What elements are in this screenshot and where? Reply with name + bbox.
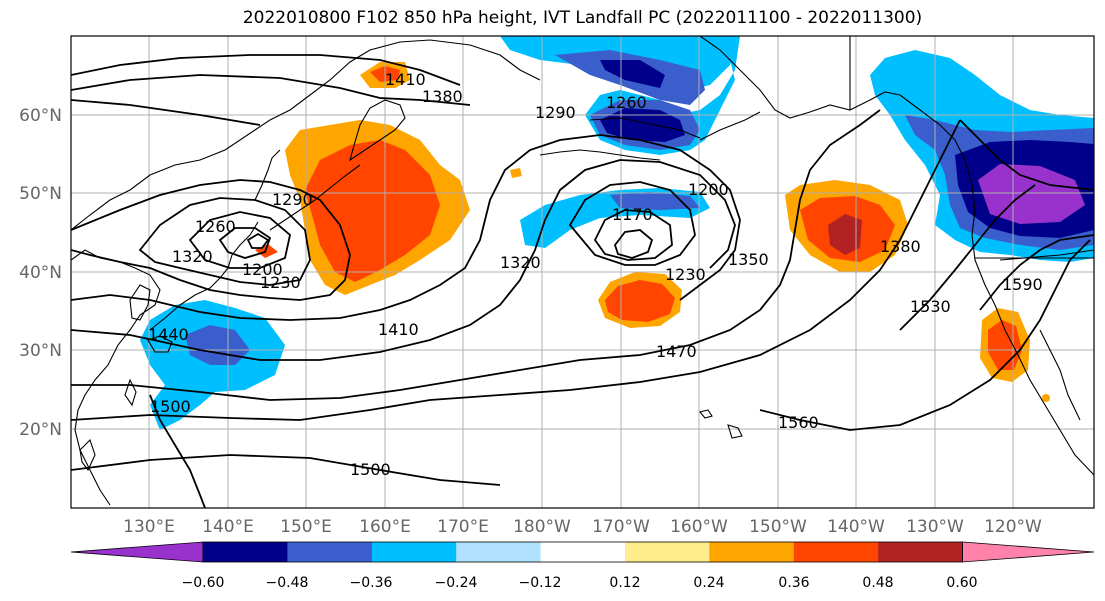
contour-label: 1530 [910,297,951,316]
colorbar-tick-label: 0.60 [946,575,977,591]
lon-tick-label: 180°W [513,517,571,537]
colorbar-segment [793,542,879,562]
lon-tick-label: 140°E [202,517,254,537]
colorbar-extension-low [70,541,204,563]
contour-label: 1470 [656,342,697,361]
contour-label: 1170 [612,205,653,224]
colorbar-segment [203,542,288,562]
colorbar-tick-label: −0.48 [266,575,309,591]
contour-label: 1380 [422,87,463,106]
lon-tick-label: 120°W [984,517,1042,537]
lat-tick-label: 30°N [19,341,62,361]
lon-tick-label: 140°W [827,517,885,537]
colorbar-tick-labels: −0.60 −0.48 −0.36 −0.24 −0.12 0.12 0.24 … [182,575,978,591]
colorbar-tick-label: 0.36 [778,575,809,591]
lon-tick-label: 160°E [359,517,411,537]
lat-tick-label: 50°N [19,184,62,204]
colorbar-tick-label: −0.12 [519,575,562,591]
contour-label: 1230 [260,273,301,292]
contour-label: 1410 [378,320,419,339]
contour-label: 1500 [150,397,191,416]
lon-tick-label: 160°W [670,517,728,537]
colorbar-segment [456,542,542,562]
lat-tick-label: 20°N [19,420,62,440]
colorbar-tick-label: 0.24 [693,575,724,591]
colorbar-tick-label: 0.12 [609,575,640,591]
contour-label: 1350 [728,250,769,269]
colorbar-tick-label: −0.60 [182,575,225,591]
height-contours [71,54,1094,508]
contour-label: 1410 [385,70,426,89]
contour-labels: 1410 1380 1290 1260 1290 1260 1200 1230 … [148,70,1043,479]
contour-label: 1500 [350,460,391,479]
lon-tick-label: 150°E [280,517,332,537]
colorbar-segment [540,542,626,562]
colorbar-extension-high [962,541,1095,563]
lon-tick-label: 150°W [749,517,807,537]
coastlines [71,36,1094,506]
colorbar-tick-label: −0.36 [350,575,393,591]
contour-label: 1260 [195,217,236,236]
contour-label: 1200 [688,180,729,199]
lon-tick-labels: 130°E 140°E 150°E 160°E 170°E 180°W 170°… [123,517,1042,537]
colorbar-tick-label: 0.48 [862,575,893,591]
lon-tick-label: 130°W [906,517,964,537]
shading-layer [140,36,1094,430]
plot-frame [70,35,1095,509]
lat-tick-labels: 60°N 50°N 40°N 30°N 20°N [19,106,62,440]
contour-label: 1320 [500,253,541,272]
colorbar-tick-label: −0.24 [435,575,478,591]
colorbar-segment [878,542,964,562]
colorbar-frame [202,541,963,563]
colorbar [70,541,1095,563]
contour-label: 1320 [172,247,213,266]
colorbar-segment [709,542,795,562]
colorbar-segment [371,542,457,562]
contour-label: 1290 [535,103,576,122]
contour-label: 1560 [778,413,819,432]
lon-tick-label: 170°W [592,517,650,537]
contour-label: 1440 [148,325,189,344]
contour-label: 1380 [880,237,921,256]
contour-label: 1230 [665,265,706,284]
contour-label: 1200 [242,260,283,279]
lat-tick-label: 60°N [19,106,62,126]
lon-tick-label: 130°E [123,517,175,537]
colorbar-segment [287,542,373,562]
lon-tick-label: 170°E [437,517,489,537]
contour-label: 1590 [1002,275,1043,294]
map-title: 2022010800 F102 850 hPa height, IVT Land… [242,8,923,28]
gridlines [71,36,1094,508]
lat-tick-label: 40°N [19,263,62,283]
colorbar-segment [625,542,710,562]
contour-label: 1290 [272,190,313,209]
contour-label: 1260 [606,93,647,112]
